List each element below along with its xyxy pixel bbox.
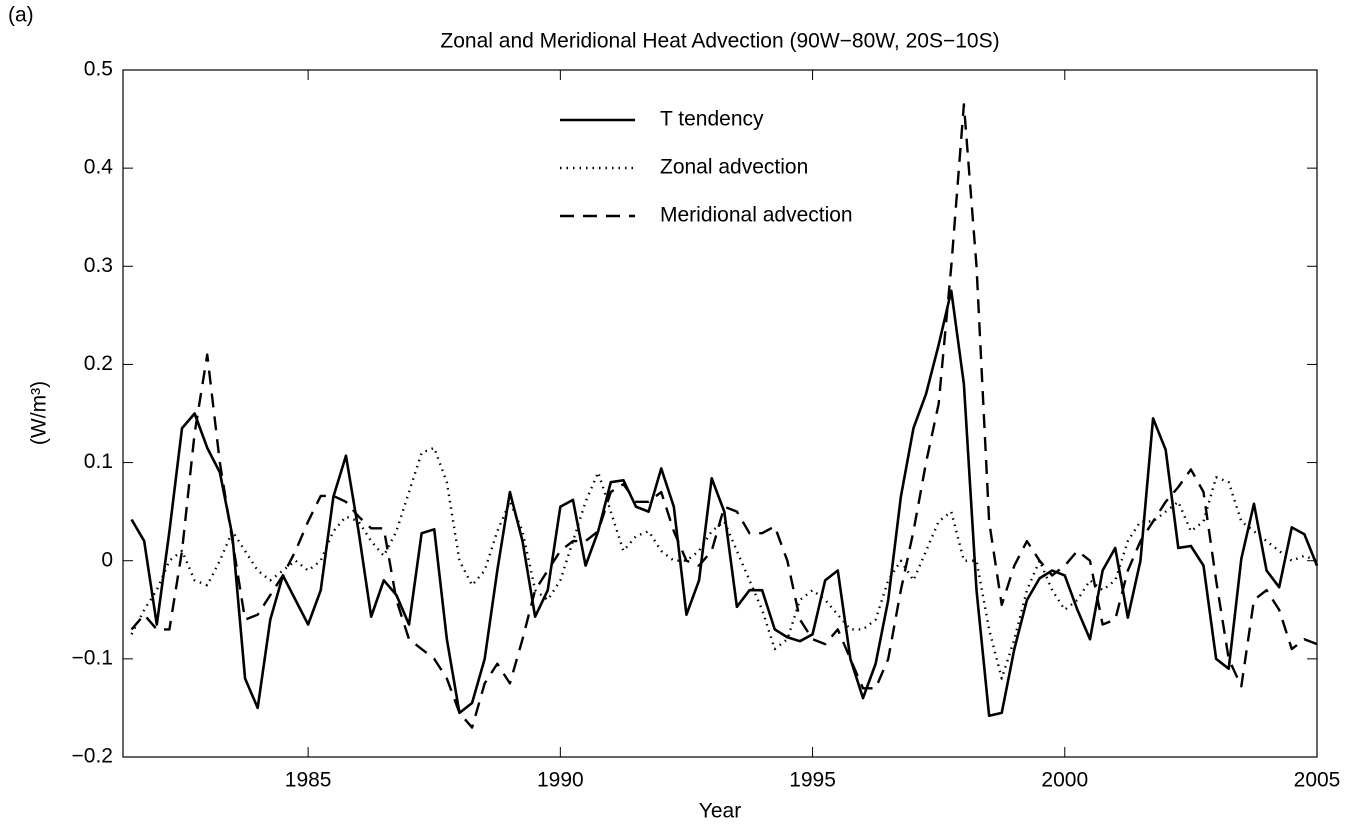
legend-label: Zonal advection: [660, 156, 808, 179]
x-axis-label: Year: [699, 800, 741, 823]
y-tick-label: 0: [101, 548, 113, 571]
y-tick-label: −0.2: [72, 745, 113, 768]
series-line: [130, 446, 1318, 680]
y-axis-label: (W/m³): [28, 381, 51, 445]
legend-label: Meridional advection: [660, 204, 853, 227]
x-tick-label: 2005: [1294, 769, 1341, 792]
y-tick-label: −0.1: [72, 646, 113, 669]
y-tick-label: 0.3: [84, 254, 113, 277]
legend-label: T tendency: [660, 108, 764, 131]
series-line: [130, 289, 1319, 718]
y-tick-label: 0.1: [84, 450, 113, 473]
chart-title: Zonal and Meridional Heat Advection (90W…: [440, 30, 999, 53]
x-tick-label: 2000: [1041, 769, 1088, 792]
series-line: [130, 103, 1318, 729]
plot-frame: [122, 69, 1318, 758]
y-tick-label: 0.4: [84, 156, 114, 179]
x-tick-label: 1985: [285, 769, 332, 792]
y-tick-label: 0.5: [84, 58, 113, 81]
x-tick-label: 1995: [789, 769, 836, 792]
panel-label: (a): [8, 4, 34, 27]
y-tick-label: 0.2: [84, 352, 113, 375]
x-tick-label: 1990: [537, 769, 584, 792]
